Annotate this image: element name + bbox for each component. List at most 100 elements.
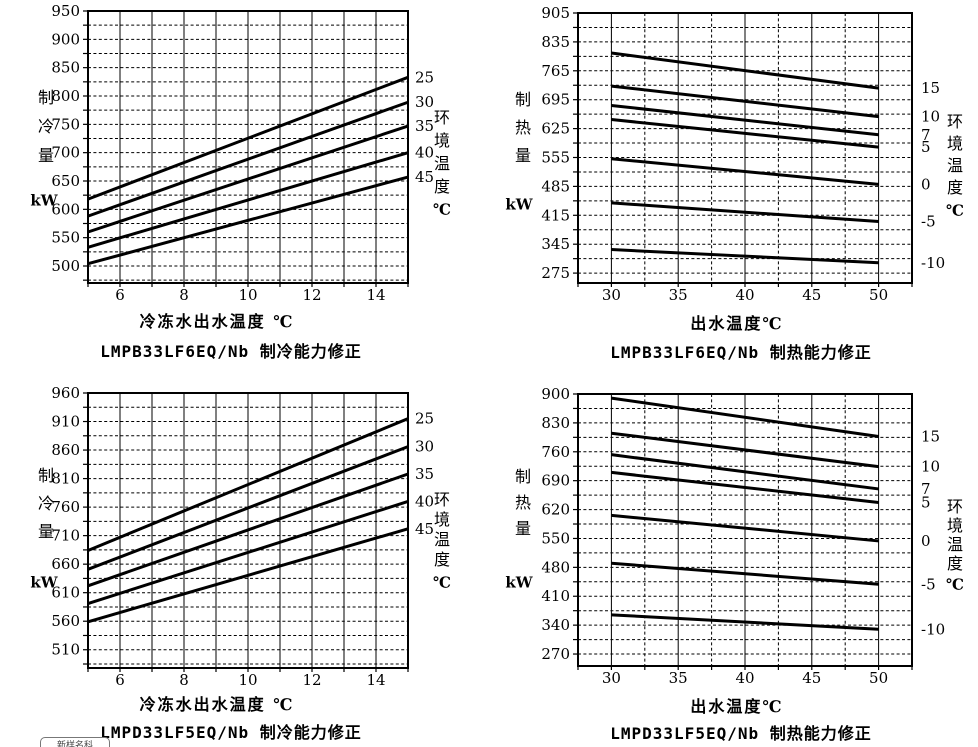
data-curve-35 <box>87 124 409 234</box>
y-axis-label-char: 热 <box>514 493 532 512</box>
x-axis-title: 出水温度℃ <box>690 314 784 333</box>
x-tick-label: 14 <box>366 671 385 689</box>
x-axis-title: 冷冻水出水温度 ℃ <box>139 695 295 714</box>
y-axis-label-char: 热 <box>514 118 532 137</box>
curve-label-10: 10 <box>921 458 940 476</box>
right-axis-label-char: 环 <box>433 490 451 509</box>
y-axis-unit: kW <box>30 573 58 592</box>
y-tick-label: 340 <box>541 616 570 634</box>
x-tick-label: 50 <box>869 669 888 687</box>
x-tick-label: 50 <box>869 286 888 304</box>
plot-border <box>87 392 409 669</box>
x-tick-label: 8 <box>179 671 189 689</box>
watermark-badge: 新样名科 <box>40 737 110 747</box>
y-tick-label: 850 <box>51 59 80 77</box>
y-tick-label: 555 <box>541 148 570 166</box>
x-tick-label: 12 <box>302 286 321 304</box>
y-tick-label: 760 <box>51 498 80 516</box>
right-axis-label-char: 境 <box>433 131 451 150</box>
y-axis-label-char: 冷 <box>37 494 55 513</box>
y-tick-label: 760 <box>541 443 570 461</box>
curve-label--5: -5 <box>921 212 936 230</box>
y-tick-label: 485 <box>541 177 570 195</box>
y-axis-label-char: 冷 <box>37 117 55 136</box>
right-axis-label-char: 度 <box>946 178 964 197</box>
data-curve-15 <box>611 396 879 438</box>
y-tick-label: 960 <box>51 384 80 402</box>
y-tick-label: 550 <box>51 229 80 247</box>
data-curve-0 <box>611 513 879 543</box>
y-tick-label: 830 <box>541 414 570 432</box>
x-tick-label: 45 <box>802 669 821 687</box>
x-tick-label: 14 <box>366 286 385 304</box>
y-tick-label: 860 <box>51 441 80 459</box>
y-tick-label: 550 <box>541 529 570 547</box>
y-tick-label: 620 <box>541 501 570 519</box>
y-tick-label: 710 <box>51 527 80 545</box>
y-axis-label-char: 制 <box>514 90 532 109</box>
x-tick-label: 35 <box>669 669 688 687</box>
curve-label-5: 5 <box>921 494 931 512</box>
x-tick-label: 10 <box>238 286 257 304</box>
y-tick-label: 900 <box>51 30 80 48</box>
y-axis-label-char: 量 <box>514 146 532 165</box>
curve-label-25: 25 <box>415 68 434 86</box>
data-curve-5 <box>611 118 879 149</box>
chart-title: LMPB33LF6EQ/Nb 制冷能力修正 <box>100 342 362 361</box>
chart-panel-lmpd33lf5eq-heating: 出水温度℃ LMPD33LF5EQ/Nb 制热能力修正 270 340 410 480… <box>489 373 978 747</box>
data-curve-7 <box>611 453 879 491</box>
x-axis-title: 冷冻水出水温度 ℃ <box>139 312 295 331</box>
right-axis-unit: ℃ <box>946 201 964 220</box>
chart-panel-lmpb33lf6eq-heating: 出水温度℃ LMPB33LF6EQ/Nb 制热能力修正 275 345 415 485… <box>489 0 978 373</box>
y-tick-label: 275 <box>541 264 570 282</box>
y-tick-label: 765 <box>541 62 570 80</box>
curve-label-10: 10 <box>921 108 940 126</box>
curve-label-40: 40 <box>415 492 434 510</box>
right-axis-label-char: 境 <box>946 134 964 153</box>
curve-label-7: 7 <box>921 480 931 498</box>
curve-label-0: 0 <box>921 532 931 550</box>
y-tick-label: 695 <box>541 91 570 109</box>
plot-border <box>87 10 409 284</box>
data-curve-30 <box>87 445 409 571</box>
curve-label-25: 25 <box>415 410 434 428</box>
y-tick-label: 910 <box>51 413 80 431</box>
data-curve-40 <box>87 151 409 249</box>
curve-label-30: 30 <box>415 438 434 456</box>
data-curve-25 <box>87 75 409 201</box>
y-tick-label: 650 <box>51 172 80 190</box>
right-axis-label-char: 境 <box>946 516 964 535</box>
x-tick-label: 35 <box>669 286 688 304</box>
x-tick-label: 40 <box>735 286 754 304</box>
x-tick-label: 10 <box>238 671 257 689</box>
x-tick-label: 6 <box>115 671 125 689</box>
data-curve-15 <box>611 51 879 90</box>
y-tick-label: 600 <box>51 200 80 218</box>
data-curve-7 <box>611 103 879 137</box>
y-tick-label: 700 <box>51 144 80 162</box>
y-tick-label: 415 <box>541 206 570 224</box>
curve-label-35: 35 <box>415 117 434 135</box>
y-tick-label: 560 <box>51 612 80 630</box>
y-tick-label: 690 <box>541 472 570 490</box>
curve-label-15: 15 <box>921 79 940 97</box>
right-axis-label-char: 环 <box>946 112 964 131</box>
y-axis-label-char: 制 <box>514 467 532 486</box>
y-tick-label: 835 <box>541 33 570 51</box>
data-curve--5 <box>611 201 879 223</box>
y-tick-label: 905 <box>541 4 570 22</box>
x-tick-label: 8 <box>179 286 189 304</box>
y-axis-label-char: 量 <box>37 522 55 541</box>
data-curve-10 <box>611 431 879 469</box>
y-axis-unit: kW <box>505 195 533 214</box>
data-curve-0 <box>611 157 879 186</box>
chart-title: LMPB33LF6EQ/Nb 制热能力修正 <box>610 343 872 362</box>
right-axis-label-char: 环 <box>946 497 964 516</box>
x-tick-label: 40 <box>735 669 754 687</box>
curve-label-30: 30 <box>415 93 434 111</box>
x-tick-label: 45 <box>802 286 821 304</box>
right-axis-label-char: 温 <box>433 154 451 173</box>
plot-border <box>577 393 913 667</box>
y-axis-unit: kW <box>505 573 533 592</box>
curve-label-35: 35 <box>415 465 434 483</box>
